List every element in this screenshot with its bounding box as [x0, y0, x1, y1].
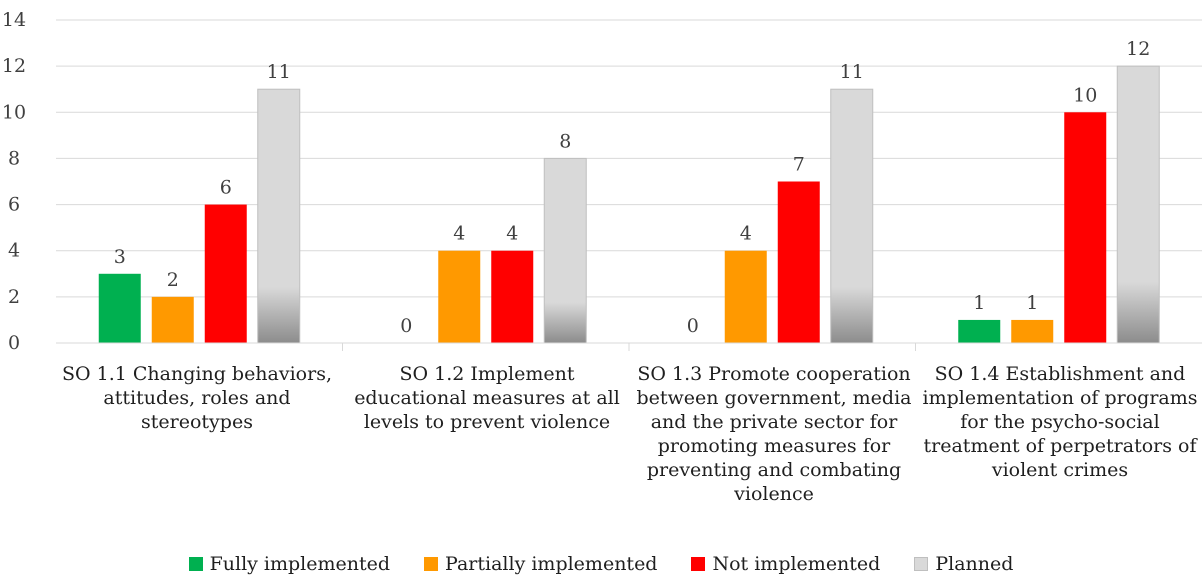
bar-not-implemented-1[interactable]: [204, 204, 247, 343]
bar-planned-1[interactable]: [257, 88, 301, 344]
bar-partially-implemented-4[interactable]: [1011, 319, 1054, 343]
data-label-not-implemented-4: 10: [1073, 84, 1097, 106]
data-label-partially-implemented-1: 2: [167, 269, 179, 291]
legend-item-not-implemented[interactable]: Not implemented: [691, 553, 880, 575]
data-label-partially-implemented-4: 1: [1026, 292, 1038, 314]
bar-not-implemented-4[interactable]: [1064, 112, 1107, 344]
y-tick-label-4: 4: [8, 240, 20, 262]
y-tick-label-10: 10: [2, 101, 26, 123]
y-tick-label-12: 12: [2, 55, 26, 77]
legend-label-planned: Planned: [935, 553, 1014, 575]
data-label-not-implemented-2: 4: [506, 223, 518, 245]
bar-partially-implemented-1[interactable]: [151, 296, 194, 343]
y-tick-label-8: 8: [8, 147, 20, 169]
legend-swatch-not-implemented: [691, 557, 706, 571]
category-label-3: SO 1.3 Promote cooperation between gover…: [636, 363, 912, 505]
bar-not-implemented-3[interactable]: [777, 181, 820, 344]
data-label-planned-4: 12: [1126, 38, 1150, 60]
chart-legend: Fully implemented Partially implemented …: [0, 553, 1202, 575]
category-label-4: SO 1.4 Establishment and implementation …: [922, 363, 1198, 481]
legend-swatch-planned: [914, 557, 929, 571]
y-tick-label-2: 2: [8, 286, 20, 308]
bar-planned-4[interactable]: [1116, 65, 1160, 344]
data-label-partially-implemented-2: 4: [453, 223, 465, 245]
bar-fully-implemented-1[interactable]: [98, 273, 141, 343]
legend-label-fully-implemented: Fully implemented: [209, 553, 391, 575]
bar-fully-implemented-4[interactable]: [958, 319, 1001, 343]
data-label-planned-2: 8: [559, 130, 571, 152]
bar-partially-implemented-2[interactable]: [438, 250, 481, 343]
y-tick-label-0: 0: [8, 332, 20, 354]
data-label-fully-implemented-2: 0: [400, 315, 412, 337]
bar-partially-implemented-3[interactable]: [724, 250, 767, 343]
legend-item-fully-implemented[interactable]: Fully implemented: [188, 553, 391, 575]
bar-planned-2[interactable]: [543, 157, 587, 344]
legend-swatch-partially-implemented: [424, 557, 439, 571]
legend-item-partially-implemented[interactable]: Partially implemented: [424, 553, 657, 575]
bar-planned-3[interactable]: [830, 88, 874, 344]
bar-not-implemented-2[interactable]: [491, 250, 534, 343]
category-label-2: SO 1.2 Implement educational measures at…: [354, 363, 620, 433]
legend-swatch-fully-implemented: [188, 557, 203, 571]
data-label-planned-1: 11: [267, 61, 291, 83]
y-tick-label-14: 14: [2, 9, 26, 31]
legend-label-partially-implemented: Partially implemented: [445, 553, 658, 575]
data-label-partially-implemented-3: 4: [740, 223, 752, 245]
data-label-fully-implemented-1: 3: [114, 246, 126, 268]
data-label-not-implemented-3: 7: [793, 154, 805, 176]
y-tick-label-6: 6: [8, 194, 20, 216]
data-label-planned-3: 11: [840, 61, 864, 83]
legend-item-planned[interactable]: Planned: [914, 553, 1013, 575]
legend-label-not-implemented: Not implemented: [712, 553, 881, 575]
category-label-1: SO 1.1 Changing behaviors, attitudes, ro…: [62, 363, 332, 433]
data-label-fully-implemented-4: 1: [973, 292, 985, 314]
data-label-fully-implemented-3: 0: [687, 315, 699, 337]
data-label-not-implemented-1: 6: [220, 177, 232, 199]
